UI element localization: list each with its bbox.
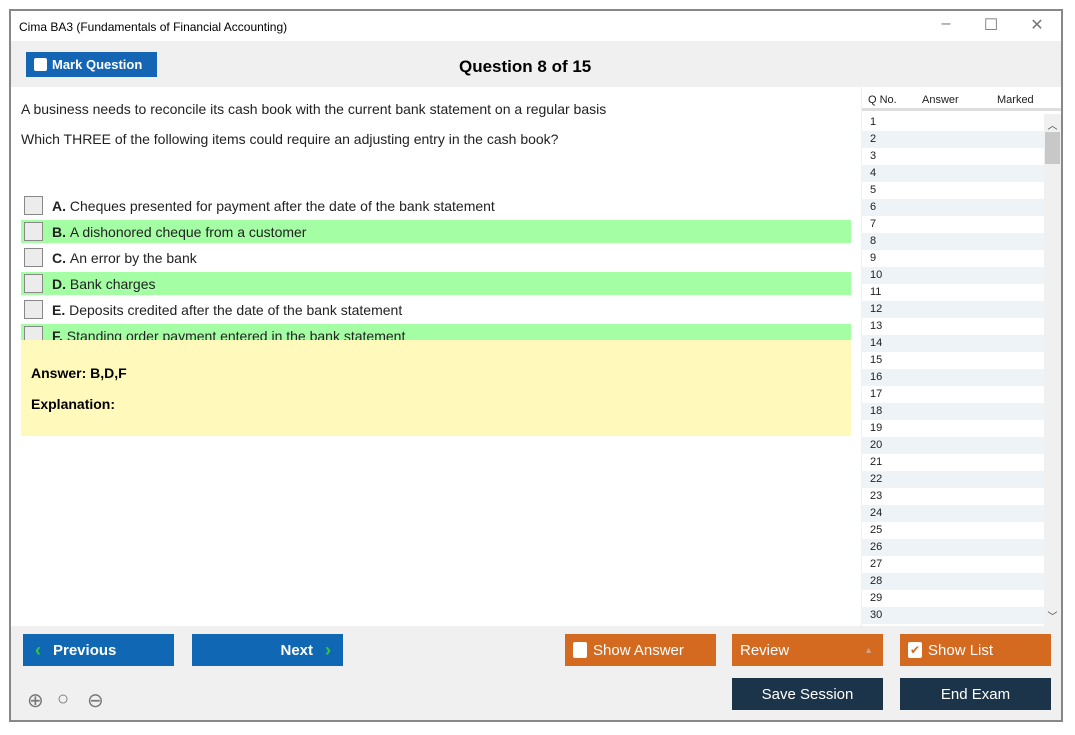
list-row[interactable]: 23: [870, 490, 883, 502]
chevron-left-icon: ‹: [35, 639, 41, 660]
answer-box: Answer: B,D,F Explanation:: [21, 340, 851, 436]
checkbox-icon: [34, 58, 47, 71]
list-row[interactable]: 6: [862, 199, 1044, 216]
list-row[interactable]: 7: [870, 218, 877, 230]
list-row[interactable]: 30: [862, 607, 1044, 624]
minimize-icon[interactable]: –: [941, 15, 951, 32]
list-row[interactable]: 15: [870, 354, 883, 366]
caret-up-icon: ▲: [864, 645, 873, 655]
list-row[interactable]: 24: [862, 505, 1044, 522]
list-row[interactable]: 10: [862, 267, 1044, 284]
question-intro: A business needs to reconcile its cash b…: [21, 101, 607, 117]
list-row[interactable]: 9: [870, 252, 877, 264]
col-qno: Q No.: [868, 94, 897, 106]
end-exam-button[interactable]: End Exam: [900, 678, 1051, 710]
list-row[interactable]: 28: [862, 573, 1044, 590]
col-answer: Answer: [922, 94, 959, 106]
option-b[interactable]: B. A dishonored cheque from a customer: [21, 220, 851, 243]
option-checkbox[interactable]: [24, 222, 43, 241]
question-prompt: Which THREE of the following items could…: [21, 131, 559, 147]
option-letter: A.: [52, 197, 66, 214]
zoom-in-icon[interactable]: ⊕: [27, 690, 44, 712]
list-row[interactable]: 16: [862, 369, 1044, 386]
option-text: Standing order payment entered in the ba…: [66, 327, 406, 344]
list-row[interactable]: 5: [870, 184, 877, 196]
option-c[interactable]: C. An error by the bank: [21, 246, 851, 269]
previous-button[interactable]: ‹ Previous: [23, 634, 174, 666]
next-label: Next: [280, 641, 313, 659]
title-bar: Cima BA3 (Fundamentals of Financial Acco…: [11, 11, 1061, 41]
list-row[interactable]: 3: [870, 150, 877, 162]
window-title: Cima BA3 (Fundamentals of Financial Acco…: [19, 20, 288, 34]
list-row[interactable]: 17: [870, 388, 883, 400]
question-list: Q No. Answer Marked 1 2 3 4 5 6 7 8 9 10 11 12 13 14 1…: [862, 87, 1061, 626]
list-row[interactable]: 20: [862, 437, 1044, 454]
chevron-right-icon: ›: [325, 639, 331, 660]
list-row[interactable]: 25: [870, 524, 883, 536]
option-text: A dishonored cheque from a customer: [69, 223, 307, 240]
list-row[interactable]: 11: [870, 286, 882, 298]
scroll-up-icon[interactable]: ︿: [1047, 121, 1058, 132]
scroll-down-icon[interactable]: ﹀: [1047, 612, 1058, 623]
review-label: Review: [740, 641, 790, 659]
list-row[interactable]: 19: [870, 422, 883, 434]
show-list-label: Show List: [928, 641, 994, 659]
list-header: Q No. Answer Marked: [862, 87, 1061, 111]
option-text: Cheques presented for payment after the …: [69, 197, 495, 214]
list-row[interactable]: 13: [870, 320, 883, 332]
close-icon[interactable]: ✕: [1030, 17, 1044, 34]
checkbox-checked-icon: ✔: [908, 642, 922, 658]
review-dropdown[interactable]: Review ▲: [732, 634, 883, 666]
maximize-icon[interactable]: ☐: [983, 17, 999, 34]
list-row[interactable]: 14: [862, 335, 1044, 352]
list-row[interactable]: 21: [870, 456, 883, 468]
list-row[interactable]: 2: [862, 131, 1044, 148]
scrollbar[interactable]: ︿ ﹀: [1044, 114, 1061, 626]
explanation-label: Explanation:: [31, 396, 116, 412]
question-pane: A business needs to reconcile its cash b…: [11, 87, 861, 626]
col-marked: Marked: [997, 94, 1034, 106]
option-e[interactable]: E. Deposits credited after the date of t…: [21, 298, 851, 321]
option-letter: F.: [52, 327, 63, 344]
save-session-button[interactable]: Save Session: [732, 678, 883, 710]
option-text: Bank charges: [69, 275, 156, 292]
option-letter: D.: [52, 275, 66, 292]
option-checkbox[interactable]: [24, 248, 43, 267]
previous-label: Previous: [53, 641, 117, 659]
option-text: Deposits credited after the date of the …: [69, 301, 403, 318]
option-text: An error by the bank: [69, 249, 197, 266]
scroll-thumb[interactable]: [1045, 132, 1060, 164]
list-row[interactable]: 22: [862, 471, 1044, 488]
list-row[interactable]: 8: [862, 233, 1044, 250]
header: Mark Question Question 8 of 15: [11, 41, 1061, 87]
list-row[interactable]: 1: [870, 116, 877, 128]
list-row[interactable]: 18: [862, 403, 1044, 420]
mark-question-button[interactable]: Mark Question: [26, 52, 157, 77]
option-checkbox[interactable]: [24, 274, 43, 293]
answer-label: Answer: B,D,F: [31, 365, 127, 381]
list-row[interactable]: 29: [870, 592, 883, 604]
show-list-button[interactable]: ✔ Show List: [900, 634, 1051, 666]
show-answer-button[interactable]: Show Answer: [565, 634, 716, 666]
show-answer-label: Show Answer: [593, 641, 684, 659]
mark-question-label: Mark Question: [52, 57, 143, 72]
question-title: Question 8 of 15: [459, 57, 592, 76]
option-checkbox[interactable]: [24, 196, 43, 215]
list-row[interactable]: 26: [862, 539, 1044, 556]
option-letter: E.: [52, 301, 66, 318]
list-row[interactable]: 27: [870, 558, 883, 570]
option-d[interactable]: D. Bank charges: [21, 272, 851, 295]
option-letter: C.: [52, 249, 66, 266]
option-a[interactable]: A. Cheques presented for payment after t…: [21, 194, 851, 217]
list-row[interactable]: 12: [862, 301, 1044, 318]
next-button[interactable]: Next ›: [192, 634, 343, 666]
app-window: Cima BA3 (Fundamentals of Financial Acco…: [9, 9, 1063, 722]
zoom-out-icon[interactable]: ⊖: [87, 690, 104, 712]
list-row[interactable]: 4: [862, 165, 1044, 182]
zoom-reset-icon[interactable]: ○: [57, 688, 70, 710]
checkbox-icon: [573, 642, 587, 658]
option-letter: B.: [52, 223, 66, 240]
option-checkbox[interactable]: [24, 300, 43, 319]
